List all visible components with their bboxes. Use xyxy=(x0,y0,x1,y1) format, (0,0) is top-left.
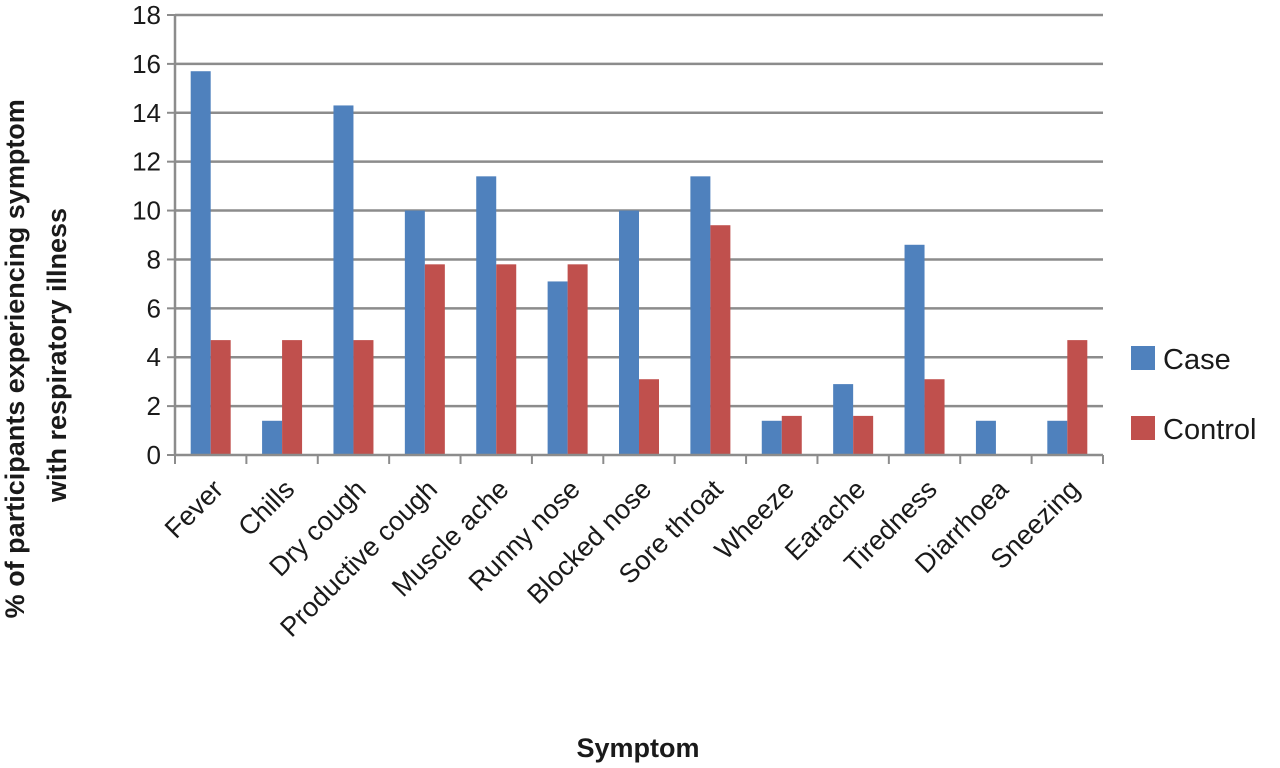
y-axis-title: % of participants experiencing symptom w… xyxy=(0,92,72,619)
y-tick-label: 10 xyxy=(132,196,161,226)
y-tick-label: 8 xyxy=(147,244,161,274)
y-tick-label: 14 xyxy=(132,98,161,128)
bar-case-earache xyxy=(833,384,854,455)
bar-control-runny-nose xyxy=(567,264,588,455)
bar-case-productive-cough xyxy=(404,210,425,455)
bar-control-muscle-ache xyxy=(496,264,517,455)
bar-control-blocked-nose xyxy=(639,379,659,455)
bar-case-diarrhoea xyxy=(975,420,996,455)
y-tick-label: 12 xyxy=(132,147,161,177)
bar-case-sore-throat xyxy=(690,176,711,456)
y-tick-label: 0 xyxy=(147,440,161,470)
bar-control-sneezing xyxy=(1067,340,1088,455)
legend-swatch-control xyxy=(1131,416,1155,440)
bar-control-dry-cough xyxy=(353,340,374,455)
legend: Case Control xyxy=(1131,344,1257,446)
bar-case-fever xyxy=(190,71,211,455)
bar-control-fever xyxy=(210,340,231,455)
bar-case-runny-nose xyxy=(547,281,568,455)
axes xyxy=(167,14,1104,464)
y-tick-label: 18 xyxy=(132,0,161,30)
x-category-label: Blocked nose xyxy=(521,474,657,610)
y-tick-label: 2 xyxy=(147,391,161,421)
y-tick-label: 6 xyxy=(147,293,161,323)
y-axis-title-line-1: % of participants experiencing symptom xyxy=(0,99,30,618)
bar-control-earache xyxy=(853,415,874,455)
x-category-label: Fever xyxy=(159,474,229,544)
bar-case-dry-cough xyxy=(333,105,354,455)
x-axis-title: Symptom xyxy=(576,733,699,763)
bar-case-tiredness xyxy=(904,244,925,455)
legend-swatch-case xyxy=(1131,346,1155,370)
bar-case-blocked-nose xyxy=(619,210,639,455)
svg-text:% of participants experiencing: % of participants experiencing symptom w… xyxy=(0,92,72,619)
bar-case-muscle-ache xyxy=(476,176,497,456)
bar-control-wheeze xyxy=(781,415,802,455)
bar-case-sneezing xyxy=(1047,420,1068,455)
y-tick-label: 4 xyxy=(147,342,161,372)
bar-control-sore-throat xyxy=(710,225,731,455)
bars xyxy=(190,71,1088,456)
y-axis-title-line-2: with respiratory illness xyxy=(42,208,72,503)
bar-control-tiredness xyxy=(924,379,945,455)
bar-control-productive-cough xyxy=(424,264,445,455)
bar-case-chills xyxy=(262,420,283,455)
bar-control-chills xyxy=(282,340,303,455)
legend-label-control: Control xyxy=(1163,414,1257,446)
y-tick-label: 16 xyxy=(132,49,161,79)
x-category-label: Chills xyxy=(232,474,300,542)
legend-label-case: Case xyxy=(1163,344,1231,376)
bar-case-wheeze xyxy=(761,420,782,455)
